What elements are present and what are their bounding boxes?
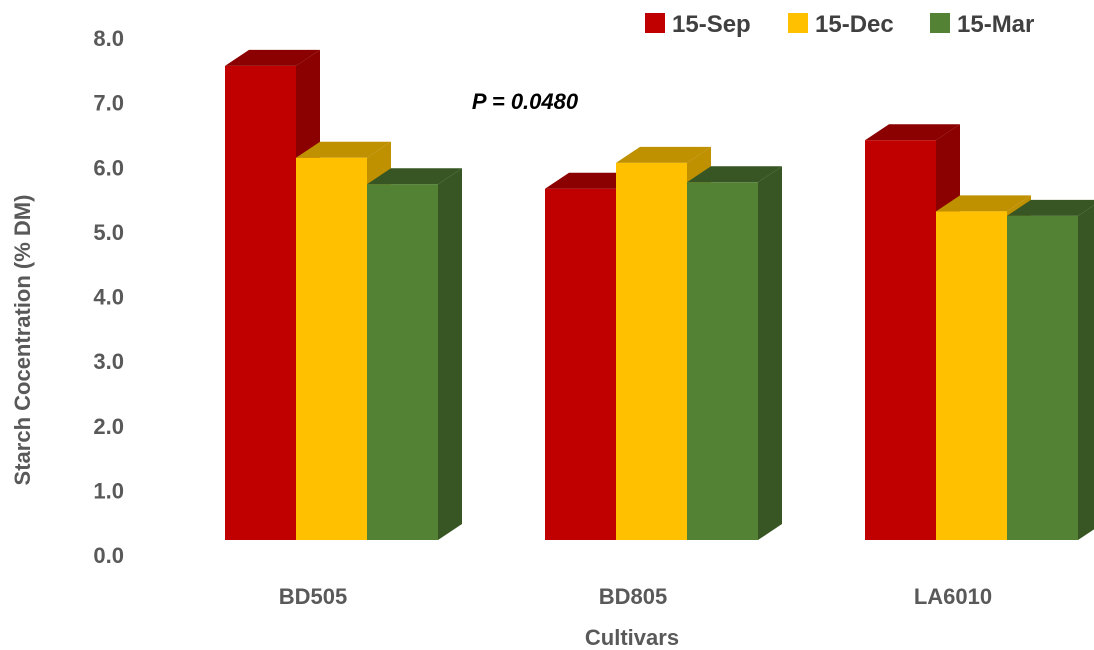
bar xyxy=(367,168,462,540)
p-value-annotation: P = 0.0480 xyxy=(472,89,579,114)
bar-side xyxy=(438,168,462,540)
y-tick-label: 0.0 xyxy=(93,543,124,568)
bar xyxy=(687,166,782,540)
y-tick-label: 3.0 xyxy=(93,349,124,374)
bar-top xyxy=(367,168,462,185)
legend-swatch xyxy=(788,13,808,33)
y-tick-label: 6.0 xyxy=(93,155,124,180)
bar-front xyxy=(936,211,1007,541)
y-tick-label: 4.0 xyxy=(93,285,124,310)
bar-top xyxy=(1007,199,1094,216)
x-axis-title: Cultivars xyxy=(585,625,679,650)
bar-front xyxy=(687,182,758,540)
bar-side xyxy=(758,166,782,540)
legend-label: 15-Sep xyxy=(672,11,751,38)
bar xyxy=(1007,199,1094,541)
legend-swatch xyxy=(645,13,665,33)
legend-item: 15-Mar xyxy=(930,11,1034,38)
bar-top xyxy=(296,141,391,158)
category-label: BD505 xyxy=(279,584,347,609)
legend-swatch xyxy=(930,13,950,33)
bar-front xyxy=(1007,215,1078,541)
bar-front xyxy=(865,140,936,540)
bar-top xyxy=(936,195,1031,212)
legend-label: 15-Dec xyxy=(815,11,894,38)
y-tick-label: 1.0 xyxy=(93,478,124,503)
bar-front xyxy=(367,184,438,540)
legend-label: 15-Mar xyxy=(957,11,1034,38)
bars xyxy=(225,49,1094,541)
bar-top xyxy=(616,146,711,163)
y-axis-title: Starch Cocentration (% DM) xyxy=(10,195,35,486)
y-tick-label: 7.0 xyxy=(93,91,124,116)
y-tick-label: 2.0 xyxy=(93,414,124,439)
bar-top xyxy=(687,166,782,183)
y-tick-label: 5.0 xyxy=(93,220,124,245)
bar-top xyxy=(865,124,960,141)
bar-front xyxy=(296,157,367,540)
y-tick-label: 8.0 xyxy=(93,26,124,51)
category-label: BD805 xyxy=(599,584,667,609)
bar-side xyxy=(1078,205,1094,540)
bar-front xyxy=(545,188,616,540)
bar-front xyxy=(616,162,687,541)
legend-item: 15-Sep xyxy=(645,11,751,38)
legend-item: 15-Dec xyxy=(788,11,894,38)
bar-front xyxy=(225,65,296,541)
category-label: LA6010 xyxy=(914,584,992,609)
legend: 15-Sep 15-Dec 15-Mar xyxy=(645,11,1034,38)
x-axis: BD505 BD805 LA6010 xyxy=(279,584,992,609)
bar-top xyxy=(225,49,320,66)
y-axis: 0.0 1.0 2.0 3.0 4.0 5.0 6.0 7.0 8.0 xyxy=(93,26,124,568)
